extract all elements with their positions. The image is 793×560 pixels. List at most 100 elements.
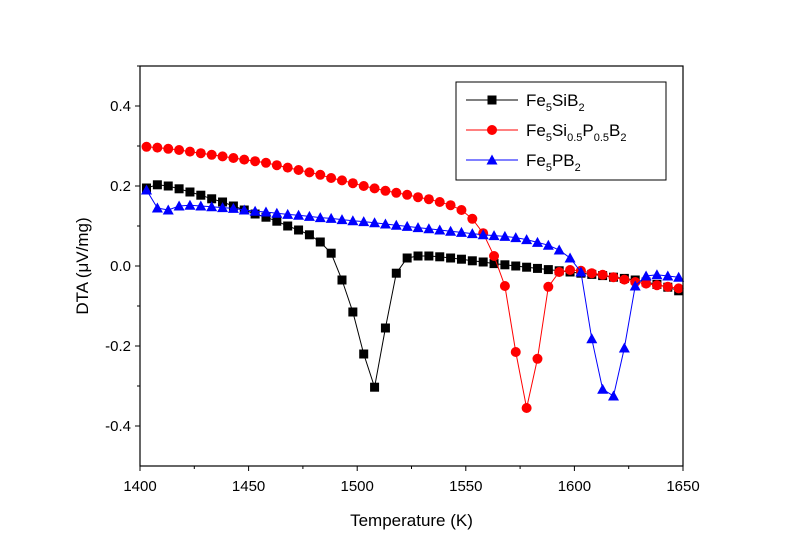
data-point	[272, 216, 282, 226]
legend-marker	[487, 95, 497, 105]
data-point	[575, 266, 587, 277]
y-tick-label: -0.2	[105, 338, 131, 355]
legend-subscript: 0.5	[594, 132, 609, 144]
data-point	[586, 268, 597, 279]
data-point	[445, 200, 456, 211]
data-point	[304, 230, 314, 240]
data-point	[162, 204, 174, 215]
data-point	[554, 267, 565, 277]
legend-text-part: Fe	[526, 121, 546, 140]
data-point	[174, 145, 185, 155]
data-point	[499, 230, 511, 241]
data-point	[543, 281, 554, 292]
data-point	[141, 184, 153, 195]
data-point	[206, 201, 218, 212]
data-point	[662, 281, 673, 292]
data-point	[207, 194, 217, 204]
data-point	[195, 200, 207, 211]
legend-label: Fe5SiB2	[526, 91, 585, 114]
legend-entry: Fe5SiB2	[466, 91, 585, 114]
data-point	[619, 274, 630, 285]
data-point	[412, 222, 424, 233]
data-point	[358, 216, 370, 227]
data-point	[651, 269, 663, 280]
data-point	[477, 229, 489, 240]
data-point	[446, 253, 456, 263]
data-point	[391, 268, 401, 278]
data-point	[294, 225, 304, 235]
data-point	[315, 169, 326, 180]
x-axis: 1400 1450 1500 1550 1600 1650	[123, 466, 700, 495]
data-point	[597, 383, 609, 394]
data-point	[282, 208, 294, 219]
data-point	[348, 307, 358, 317]
data-point	[489, 259, 499, 269]
data-point	[445, 225, 457, 236]
data-point	[456, 205, 467, 215]
data-point	[499, 281, 510, 291]
data-point	[413, 251, 423, 261]
data-point	[673, 283, 684, 294]
data-point	[390, 219, 402, 230]
data-point	[260, 206, 272, 217]
data-point	[510, 347, 521, 357]
data-point	[380, 185, 391, 196]
data-point	[196, 190, 206, 200]
data-point	[369, 183, 380, 194]
data-point	[478, 257, 488, 267]
data-point	[532, 353, 543, 364]
legend-text-part: Fe	[526, 91, 546, 110]
data-point	[586, 333, 598, 344]
legend-entry: Fe5Si0.5P0.5B2	[466, 121, 627, 144]
data-point	[174, 184, 184, 194]
legend-label: Fe5PB2	[526, 151, 581, 174]
data-point	[206, 149, 217, 160]
data-point	[511, 261, 521, 271]
data-point	[163, 143, 174, 154]
data-point	[629, 280, 641, 291]
data-point	[413, 192, 424, 203]
x-tick-label: 1600	[558, 478, 591, 495]
data-point	[217, 151, 228, 162]
x-tick-label: 1500	[341, 478, 374, 495]
x-tick-label: 1450	[232, 478, 265, 495]
data-point	[543, 265, 553, 275]
data-point	[423, 223, 435, 234]
legend-subscript: 5	[546, 132, 552, 144]
series-line	[146, 184, 679, 388]
data-point	[336, 175, 347, 186]
data-point	[314, 212, 326, 223]
data-point	[336, 214, 348, 225]
data-point	[326, 173, 337, 183]
data-point	[401, 220, 413, 231]
legend-marker	[487, 125, 497, 135]
data-point	[184, 199, 196, 210]
data-point	[370, 382, 380, 392]
data-point	[434, 197, 445, 207]
data-point	[522, 262, 532, 272]
legend-subscript: 0.5	[567, 132, 582, 144]
data-point	[152, 142, 163, 153]
y-axis: -0.4 -0.2 0.0 0.2 0.4	[105, 65, 140, 435]
data-point	[271, 160, 282, 171]
data-point	[369, 217, 381, 228]
data-point	[531, 236, 543, 247]
legend-label: Fe5Si0.5P0.5B2	[526, 121, 627, 144]
data-point	[359, 349, 369, 359]
legend-text-part: Fe	[526, 151, 546, 170]
data-point	[293, 165, 304, 175]
legend-text-part: B	[609, 121, 620, 140]
data-point	[618, 342, 630, 353]
data-point	[337, 275, 347, 285]
data-point	[564, 252, 576, 263]
data-point	[250, 156, 261, 167]
legend-subscript: 5	[546, 162, 552, 174]
data-point	[249, 205, 261, 216]
data-point	[261, 212, 271, 222]
data-point	[608, 272, 619, 283]
data-point	[227, 202, 239, 213]
data-point	[260, 157, 271, 168]
data-point	[467, 256, 477, 266]
legend-subscript: 2	[575, 162, 581, 174]
